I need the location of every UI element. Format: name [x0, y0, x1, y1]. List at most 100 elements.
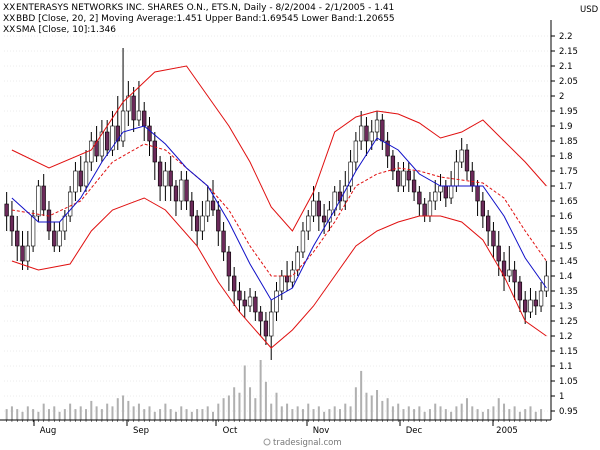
candle-body	[126, 95, 131, 112]
candle-body	[9, 215, 15, 232]
candle-body	[247, 296, 253, 307]
sma-line	[11, 125, 547, 301]
volume-bar	[116, 398, 119, 420]
header-marker-3: XX	[3, 25, 15, 35]
candle-body	[73, 170, 78, 193]
volume-bar	[196, 409, 199, 420]
volume-bar	[370, 395, 373, 420]
x-tick-label: Dec	[406, 426, 423, 436]
candle-body	[67, 191, 73, 217]
volume-bar	[301, 409, 304, 420]
candle-body	[390, 155, 396, 172]
volume-bar	[487, 409, 490, 420]
candle-body	[406, 170, 411, 181]
candle-body	[433, 191, 438, 202]
watermark: tradesignal.com	[263, 438, 342, 448]
candle-body	[20, 245, 25, 262]
candle-body	[448, 185, 454, 199]
candle-body	[480, 200, 486, 217]
volume-bar	[259, 360, 262, 420]
candle-body	[115, 125, 120, 142]
candle-body	[173, 185, 179, 202]
volume-bar	[106, 403, 109, 420]
volume-bar	[465, 398, 468, 420]
y-tick-label: 1.9	[559, 122, 573, 132]
volume-bar	[243, 365, 246, 420]
candle-body	[263, 320, 269, 337]
volume-bar	[249, 387, 252, 420]
volume-bar	[53, 406, 56, 420]
candle-body	[205, 200, 210, 217]
candle-body	[258, 311, 263, 322]
volume-bar	[254, 398, 257, 420]
candle-body	[475, 185, 480, 202]
volume-bars	[5, 360, 543, 420]
volume-bar	[328, 409, 331, 420]
candle-body	[147, 125, 152, 142]
candle-body	[369, 131, 374, 142]
volume-bar	[513, 406, 516, 420]
candle-body	[242, 299, 247, 307]
volume-bar	[434, 403, 437, 420]
volume-bar	[508, 409, 511, 420]
volume-bar	[307, 403, 310, 420]
y-tick-label: 1.2	[559, 332, 573, 342]
y-tick-label: 1.45	[559, 257, 578, 267]
candle-body	[105, 131, 110, 151]
volume-bar	[376, 390, 379, 420]
volume-bar	[503, 403, 506, 420]
volume-bar	[460, 403, 463, 420]
x-tick-label: Aug	[40, 426, 57, 436]
volume-bar	[111, 406, 114, 420]
candle-body	[359, 125, 364, 142]
candle-body	[274, 290, 279, 313]
volume-bar	[423, 411, 426, 420]
candle-body	[454, 161, 459, 187]
volume-bar	[190, 411, 193, 420]
candle-body	[99, 131, 105, 157]
y-tick-label: 2.15	[559, 47, 578, 57]
candle-body	[216, 209, 221, 232]
y-tick-label: 1.65	[559, 197, 578, 207]
y-tick-label: 0.95	[559, 407, 578, 417]
y-tick-label: 2.05	[559, 77, 578, 87]
candle-body	[411, 179, 417, 193]
candle-body	[348, 161, 353, 187]
volume-bar	[217, 403, 220, 420]
candle-body	[189, 200, 194, 217]
y-tick-label: 1.75	[559, 167, 578, 177]
volume-bar	[137, 403, 140, 420]
candle-body	[311, 200, 316, 217]
candle-body	[427, 200, 433, 217]
volume-bar	[534, 411, 537, 420]
candle-body	[396, 170, 401, 187]
volume-bar	[32, 409, 35, 420]
candle-body	[52, 230, 57, 247]
volume-bar	[455, 406, 458, 420]
candle-body	[110, 125, 115, 151]
volume-bar	[164, 403, 167, 420]
grid	[4, 35, 551, 412]
volume-bar	[270, 403, 273, 420]
y-tick-label: 1.6	[559, 212, 573, 222]
x-tick-label: Nov	[313, 426, 330, 436]
candle-body	[41, 185, 46, 211]
volume-bar	[444, 409, 447, 420]
volume-bar	[296, 406, 299, 420]
y-tick-label: 1.7	[559, 182, 573, 192]
candle-body	[538, 290, 544, 307]
candle-body	[46, 209, 52, 232]
volume-bar	[481, 411, 484, 420]
candle-body	[152, 140, 157, 163]
candle-body	[25, 245, 30, 262]
header-marker-2: XX	[3, 14, 15, 24]
candle-body	[353, 140, 359, 163]
volume-bar	[529, 406, 532, 420]
watermark-logo-icon	[263, 438, 271, 446]
candle-body	[94, 140, 99, 157]
y-tick-label: 1.3	[559, 302, 573, 312]
volume-bar	[143, 409, 146, 420]
y-tick-label: 1.35	[559, 287, 578, 297]
x-tick-label: 2005	[496, 426, 518, 436]
